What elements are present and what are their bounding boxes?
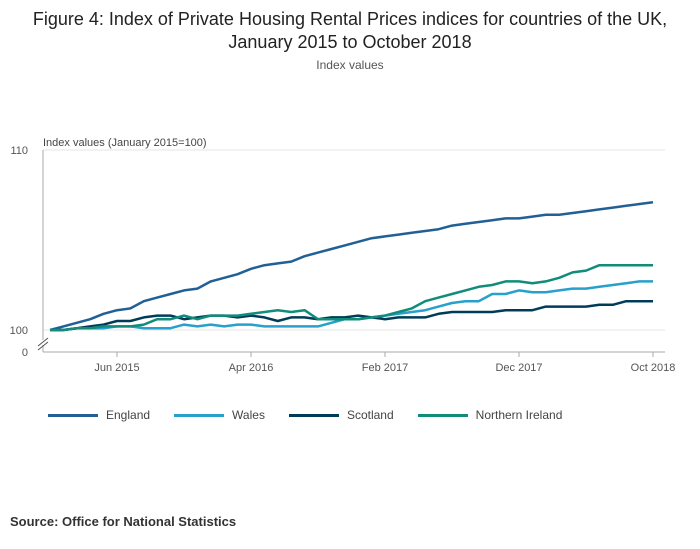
legend-item-northern-ireland[interactable]: Northern Ireland [417,408,563,422]
legend: England Wales Scotland Northern Ireland [48,408,586,422]
y-axis-label: Index values (January 2015=100) [43,137,207,149]
x-ticks: Jun 2015 Apr 2016 Feb 2017 Dec 2017 Oct 2018 [94,352,675,374]
chart-title: Figure 4: Index of Private Housing Renta… [32,9,668,52]
legend-swatch [288,413,339,417]
legend-label: Scotland [346,408,394,422]
series-line-scotland[interactable] [50,299,653,332]
y-tick-110: 110 [10,145,28,157]
series-line-england[interactable] [49,200,654,332]
axis-break-mark [37,337,49,347]
chart-subtitle: Index values [316,58,384,72]
legend-swatch [48,413,98,417]
x-tick-label: Dec 2017 [495,362,542,374]
axes: Index values (January 2015=100) 110 100 … [10,137,665,359]
legend-item-england[interactable]: England [48,408,150,422]
series-line-northern-ireland[interactable] [50,263,653,332]
legend-label: Wales [232,408,265,422]
legend-swatch [417,413,468,417]
series-lines [49,200,654,332]
x-tick-label: Apr 2016 [229,362,274,374]
y-tick-0: 0 [22,347,28,359]
y-tick-100: 100 [10,325,28,337]
x-tick-label: Oct 2018 [631,362,676,374]
x-tick-label: Jun 2015 [94,362,139,374]
source-note: Source: Office for National Statistics [10,514,237,529]
legend-label: Northern Ireland [475,408,563,422]
x-tick-label: Feb 2017 [362,362,408,374]
legend-swatch [174,413,225,417]
legend-item-scotland[interactable]: Scotland [288,408,394,422]
axis-break-mark [37,341,49,351]
legend-item-wales[interactable]: Wales [174,408,265,422]
legend-label: England [106,408,151,422]
gridlines [43,149,665,331]
